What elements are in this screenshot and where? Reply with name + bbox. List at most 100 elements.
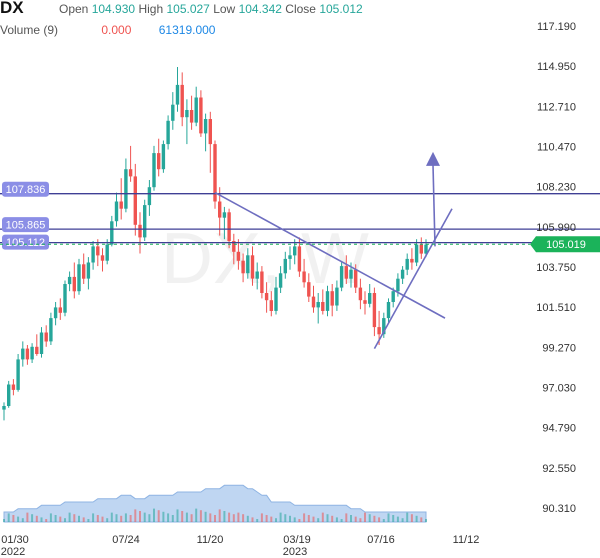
- volume-bar: [410, 514, 413, 522]
- volume-bar: [124, 513, 127, 522]
- volume-bar: [35, 515, 38, 522]
- volume-bar: [21, 518, 24, 522]
- level-tag: [2, 234, 49, 250]
- candle-body: [203, 119, 208, 134]
- volume-ma-area: [3, 484, 427, 523]
- candle-body: [227, 212, 231, 241]
- candle-body: [44, 332, 48, 342]
- y-tick-label: 97.030: [542, 383, 576, 395]
- low-label: Low: [213, 2, 236, 16]
- volume-bar: [195, 508, 198, 522]
- volume-bar: [87, 519, 90, 522]
- y-tick-label: 94.790: [542, 423, 576, 435]
- candle-body: [49, 318, 53, 342]
- candle-body: [382, 318, 386, 335]
- projection-arrow-head: [426, 151, 440, 166]
- candle-body: [269, 300, 273, 311]
- volume-bar: [265, 515, 268, 522]
- volume-bar: [368, 514, 371, 522]
- volume-bar: [214, 515, 216, 522]
- x-tick-label: 07/24: [112, 534, 140, 546]
- volume-bar: [270, 516, 273, 522]
- y-tick-label: 108.230: [536, 182, 576, 194]
- volume-bar: [171, 515, 174, 522]
- volume-bar: [157, 510, 160, 522]
- y-tick-label: 105.990: [536, 222, 576, 234]
- volume-bar: [420, 517, 423, 522]
- candle-body: [63, 284, 67, 313]
- volume-bar: [143, 512, 146, 522]
- volume-bar: [350, 515, 352, 522]
- volume-bar: [73, 514, 76, 522]
- candle-body: [194, 97, 198, 123]
- candle-body: [171, 104, 175, 121]
- volume-bar: [406, 512, 409, 522]
- symbol-label: DX: [0, 0, 24, 17]
- candle-body: [100, 255, 105, 261]
- candle-body: [363, 300, 367, 304]
- candle-body: [250, 255, 255, 279]
- candle-body: [53, 307, 58, 319]
- candle-body: [293, 246, 297, 256]
- volume-bar: [96, 515, 99, 522]
- level-tag: [2, 217, 49, 233]
- volume-bar: [359, 518, 362, 522]
- axes: 117.190 114.950 112.710 110.470 108.230 105.9…: [0, 21, 600, 558]
- candle-body: [189, 110, 194, 123]
- volume-bar: [223, 511, 226, 522]
- volume-bar: [209, 513, 212, 522]
- x-tick-year: 2023: [283, 546, 307, 558]
- volume-bar: [218, 509, 221, 522]
- volume-bar: [134, 509, 137, 522]
- volume-bar: [190, 514, 193, 522]
- volume-bar: [307, 515, 310, 522]
- open-label: Open: [59, 2, 89, 16]
- candle-body: [241, 260, 245, 274]
- volume-bar: [303, 513, 306, 522]
- volume-bar: [387, 513, 390, 522]
- candle-body: [325, 291, 330, 311]
- candle-body: [133, 176, 137, 225]
- close-label: Close: [285, 2, 316, 16]
- volume-bar: [317, 518, 320, 522]
- candle-body: [128, 169, 133, 177]
- candle-body: [119, 201, 123, 209]
- volume-bar: [82, 517, 85, 522]
- volume-bar: [260, 513, 263, 522]
- volume-bar: [298, 519, 301, 522]
- volume-bar: [148, 514, 151, 522]
- volume-bar: [181, 511, 184, 522]
- volume-bar: [78, 515, 80, 522]
- volume-bar: [354, 516, 357, 522]
- candle-body: [39, 332, 44, 354]
- volume-bar: [54, 515, 57, 522]
- x-tick-label: 01/30: [1, 534, 29, 546]
- candle-body: [349, 269, 353, 279]
- volume-bar: [284, 514, 287, 522]
- y-tick-label: 114.950: [537, 61, 576, 73]
- volume-bar: [275, 518, 277, 522]
- candle-body: [25, 348, 30, 360]
- candle-body: [110, 221, 114, 245]
- volume-bar: [139, 511, 141, 522]
- candle-body: [143, 205, 147, 238]
- candle-body: [218, 201, 222, 218]
- candle-body: [297, 246, 302, 272]
- candle-body: [330, 291, 334, 306]
- x-tick-label: 07/16: [367, 534, 395, 546]
- ohlc-readout: Open 104.930 High 105.027 Low 104.342 Cl…: [59, 2, 363, 16]
- volume-bar: [40, 517, 43, 522]
- candle-body: [339, 266, 344, 288]
- candle-body: [11, 384, 16, 390]
- candle-body: [114, 201, 119, 222]
- x-tick-label: 11/20: [197, 534, 224, 546]
- candle-body: [7, 384, 11, 406]
- candle-body: [2, 406, 6, 410]
- volume-bar: [101, 516, 104, 522]
- candle-body: [283, 258, 287, 274]
- volume-bar: [312, 516, 315, 522]
- candle-body: [166, 120, 170, 145]
- volume-bar: [246, 515, 249, 522]
- candle-body: [72, 276, 76, 292]
